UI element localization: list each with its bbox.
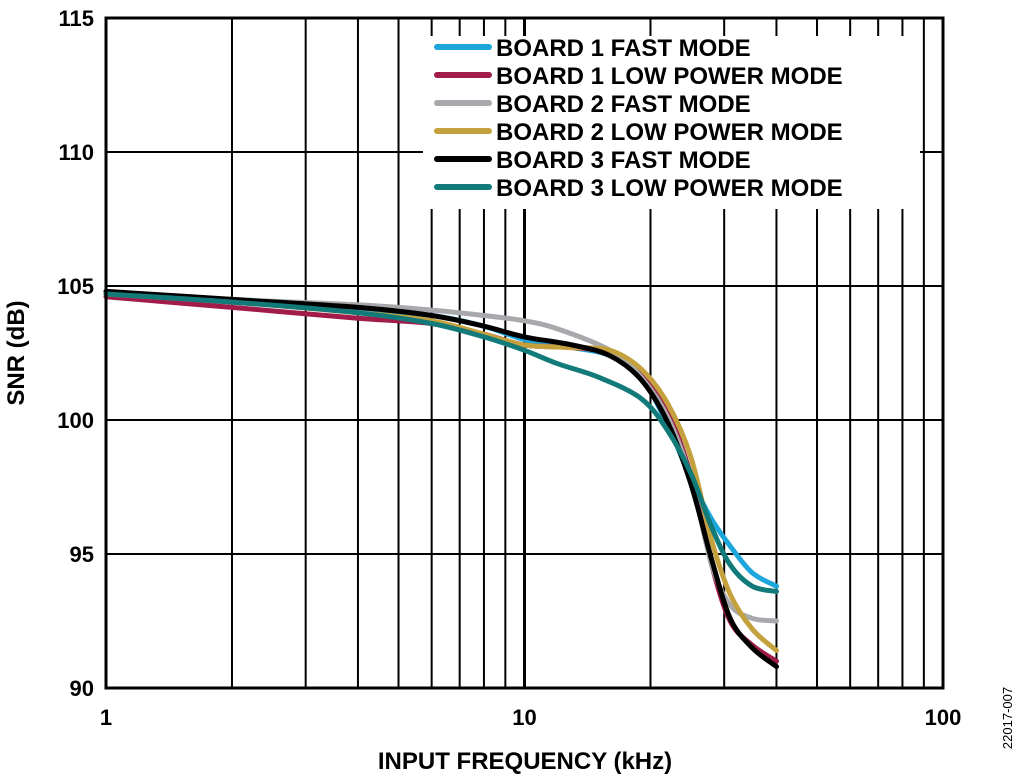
y-tick-label: 105 (57, 274, 94, 299)
legend-label: BOARD 2 FAST MODE (496, 91, 751, 118)
x-tick-label: 1 (100, 705, 112, 730)
x-tick-label: 10 (512, 705, 536, 730)
legend-label: BOARD 3 FAST MODE (496, 147, 751, 174)
series-line-board-3-low-power-mode (103, 291, 779, 594)
y-tick-label: 90 (70, 676, 94, 701)
series-line-board-1-low-power-mode (103, 294, 779, 664)
legend-label: BOARD 3 LOW POWER MODE (496, 175, 843, 202)
legend-label: BOARD 1 FAST MODE (496, 35, 751, 62)
x-tick-label: 100 (925, 705, 962, 730)
series-line-board-3-fast-mode (103, 288, 779, 670)
y-tick-label: 115 (59, 6, 95, 31)
y-tick-label: 95 (70, 542, 94, 567)
legend-label: BOARD 1 LOW POWER MODE (496, 63, 843, 90)
legend-box (423, 36, 920, 209)
y-tick-label: 110 (59, 140, 95, 165)
data-series (103, 288, 779, 670)
x-axis-title: INPUT FREQUENCY (kHz) (378, 748, 672, 775)
figure-id: 22017-007 (1000, 687, 1015, 749)
plot-frame (104, 16, 945, 690)
y-tick-label: 100 (57, 408, 94, 433)
series-line-board-2-low-power-mode (103, 291, 779, 653)
y-axis-title: SNR (dB) (3, 300, 30, 405)
legend-label: BOARD 2 LOW POWER MODE (496, 119, 843, 146)
series-line-board-2-fast-mode (103, 288, 779, 624)
